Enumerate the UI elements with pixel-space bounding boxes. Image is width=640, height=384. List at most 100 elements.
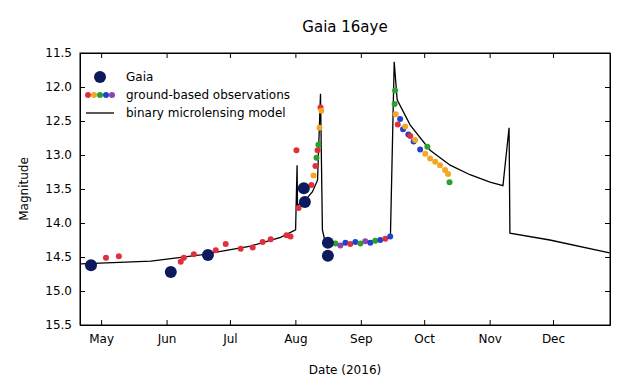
tick-mark [167, 53, 168, 58]
tick [605, 121, 610, 122]
legend-item: ground-based observations [85, 88, 290, 102]
tick-label: 13.0 [45, 148, 72, 162]
ground-point [395, 121, 401, 127]
tick-mark [101, 53, 102, 58]
x-axis: MayJunJulAugSepOctNovDec [81, 320, 611, 346]
ground-point [437, 162, 443, 168]
legend-label: ground-based observations [126, 88, 290, 102]
tick-mark [490, 320, 491, 325]
ground-point [315, 142, 321, 148]
tick-mark [605, 87, 610, 88]
tick: 15.5 [45, 318, 85, 332]
legend-swatch [97, 92, 103, 98]
ground-point [393, 111, 399, 117]
ground-point [447, 179, 453, 185]
ground-point [238, 246, 244, 252]
ground-point [407, 133, 413, 139]
gaia-point [322, 237, 334, 249]
ground-point [337, 242, 343, 248]
tick-mark [361, 320, 362, 325]
legend-swatch [109, 92, 115, 98]
tick-label: May [89, 332, 114, 346]
tick-label: 11.5 [45, 46, 72, 60]
tick-mark [605, 223, 610, 224]
tick-label: Nov [478, 332, 501, 346]
tick: 12.5 [45, 114, 85, 128]
title: Gaia 16aye [302, 18, 387, 36]
ground-point [372, 238, 378, 244]
tick [424, 53, 425, 58]
gaia-point [322, 250, 334, 262]
ground-point [377, 237, 383, 243]
ground-point [412, 137, 418, 143]
ground-point [213, 247, 219, 253]
ground-point [352, 239, 358, 245]
tick [553, 53, 554, 58]
tick [605, 155, 610, 156]
tick: 15.0 [45, 284, 85, 298]
legend-item: Gaia [94, 70, 153, 84]
gaia-point [85, 259, 97, 271]
tick: Oct [414, 320, 435, 346]
x-axis [81, 53, 611, 58]
tick-label: Sep [350, 332, 373, 346]
ground-point [427, 155, 433, 161]
tick-mark [101, 320, 102, 325]
ground-point [362, 238, 368, 244]
legend-swatch [94, 71, 106, 83]
tick-label: Aug [284, 332, 307, 346]
tick [167, 53, 168, 58]
tick [605, 257, 610, 258]
legend-label: binary microlensing model [126, 106, 286, 120]
legend-swatch [103, 92, 109, 98]
chart: Gaia 16ayeMayJunJulAugSepOctNovDec11.512… [0, 0, 640, 384]
tick: Jun [157, 320, 177, 346]
ground-point [293, 147, 299, 153]
gaia-point [202, 249, 214, 261]
tick-mark [167, 320, 168, 325]
legend-swatch [86, 112, 114, 113]
tick-mark [230, 320, 231, 325]
tick-mark [80, 223, 85, 224]
legend-swatch [85, 92, 91, 98]
plot-frame [80, 53, 610, 325]
tick-mark [295, 320, 296, 325]
tick-mark [295, 53, 296, 58]
ground-point [392, 101, 398, 107]
y-axis: 11.512.012.513.013.514.014.515.015.5 [45, 46, 85, 332]
ground-point [316, 125, 322, 131]
tick-label: 15.0 [45, 284, 72, 298]
legend-item: binary microlensing model [86, 106, 286, 120]
ground-point [191, 251, 197, 257]
tick: 14.0 [45, 216, 85, 230]
tick-label: 15.5 [45, 318, 72, 332]
tick-label: Oct [414, 332, 435, 346]
plot-area [81, 62, 610, 278]
ground-point [312, 163, 318, 169]
tick-mark [490, 53, 491, 58]
tick: 12.0 [45, 80, 85, 94]
ground-point [392, 87, 398, 93]
tick-label: 12.0 [45, 80, 72, 94]
tick: Jul [222, 320, 237, 346]
legend-swatch [91, 92, 97, 98]
tick-mark [553, 320, 554, 325]
tick: Sep [350, 320, 373, 346]
ground-point [313, 155, 319, 161]
tick-label: 12.5 [45, 114, 72, 128]
ground-point [432, 159, 438, 165]
ground-point [311, 172, 317, 178]
tick-mark [605, 121, 610, 122]
tick-label: 14.0 [45, 216, 72, 230]
tick [361, 53, 362, 58]
tick: 11.5 [45, 46, 85, 60]
gaia-point [298, 182, 310, 194]
ground-point [288, 234, 294, 240]
tick: May [89, 320, 114, 346]
ground-point [181, 255, 187, 261]
ground-point [424, 144, 430, 150]
tick-mark [424, 53, 425, 58]
tick-mark [361, 53, 362, 58]
gaia-point [299, 196, 311, 208]
tick-mark [80, 87, 85, 88]
